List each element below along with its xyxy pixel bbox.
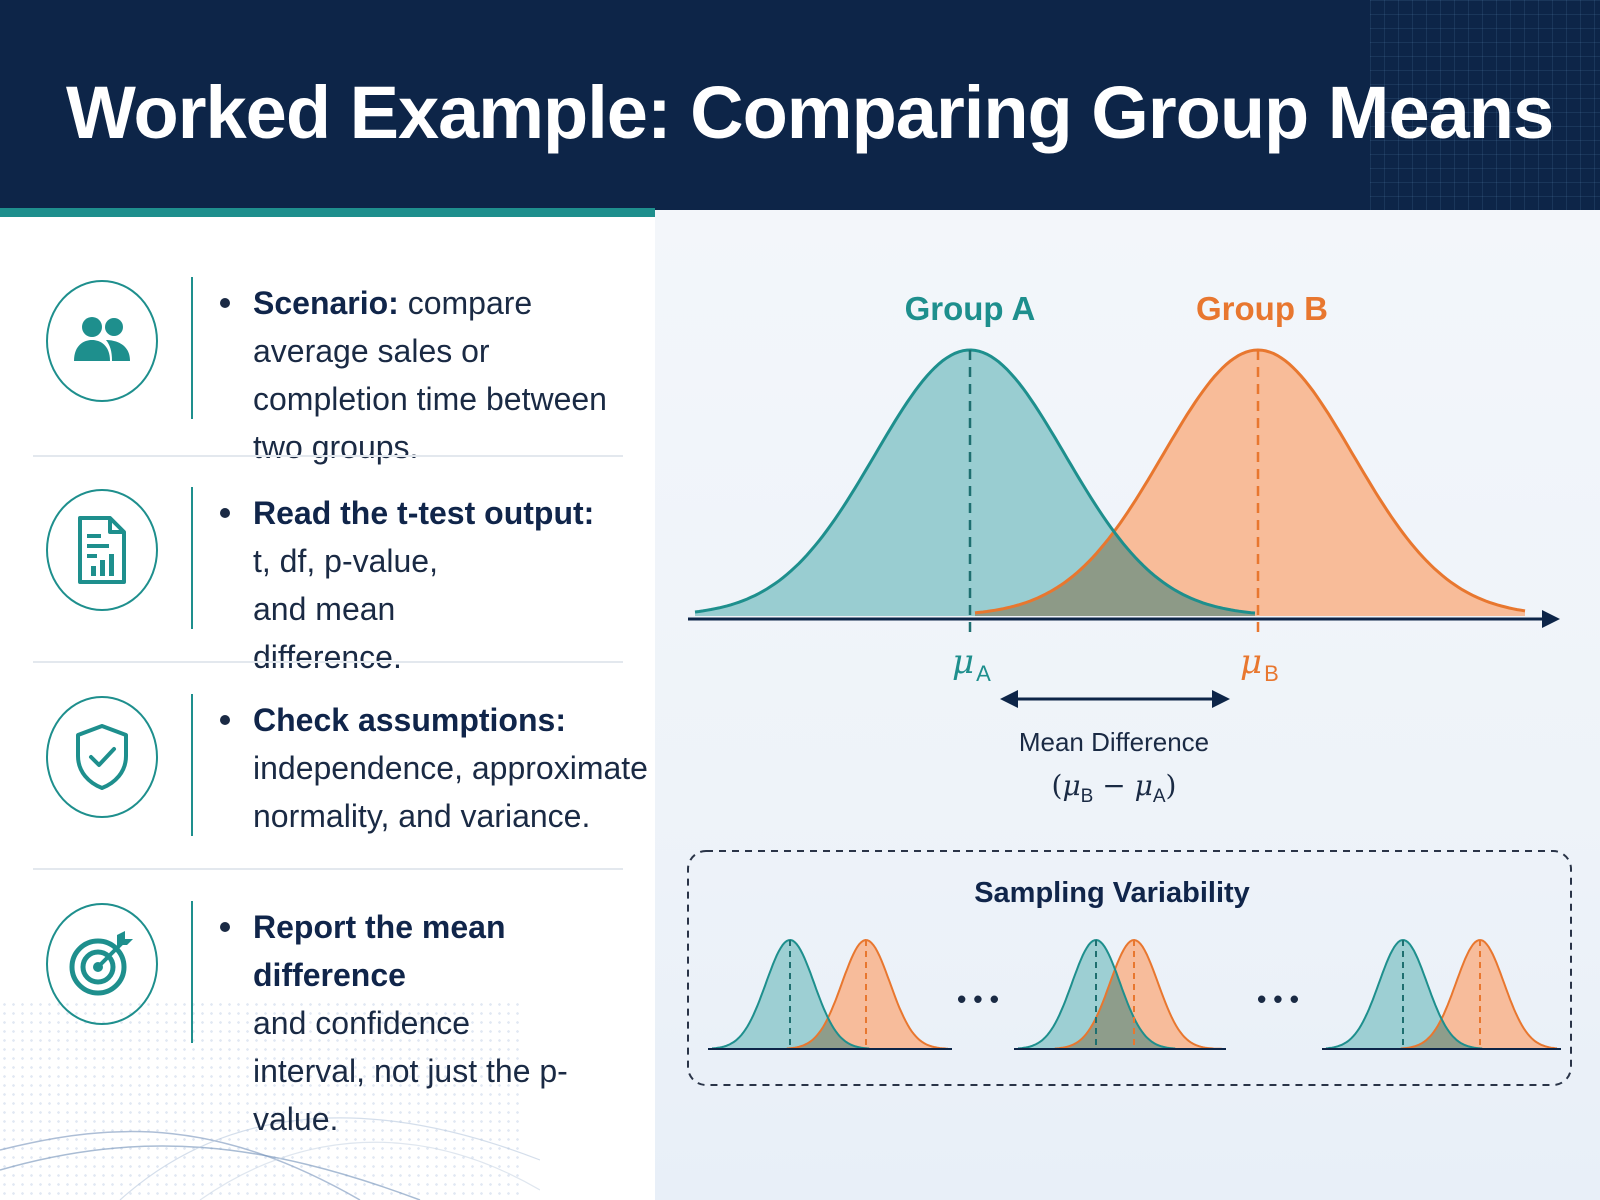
- step-body: compare average sales or completion time…: [253, 285, 607, 465]
- divider: [33, 868, 623, 870]
- sample-b-curve-line: [1400, 939, 1558, 1050]
- sample-a-distribution: [1326, 940, 1483, 1049]
- step-text: Scenario: compare average sales or compl…: [253, 279, 648, 471]
- sample-b-curve-line: [1054, 938, 1223, 1050]
- group-b-label: Group B: [1196, 290, 1328, 327]
- group-a-label: Group A: [905, 290, 1036, 327]
- step-lead: Scenario:: [253, 285, 399, 321]
- mu-a-label: μA: [952, 642, 991, 686]
- step-text: Read the t-test output: t, df, p-value, …: [253, 489, 648, 681]
- step-report: Report the mean difference and confidenc…: [0, 901, 655, 1137]
- mean-difference-label: Mean Difference: [1019, 727, 1209, 757]
- divider: [33, 661, 623, 663]
- step-lead: Read the t-test output:: [253, 495, 595, 531]
- step-body: and confidence interval, not just the p-…: [253, 1005, 568, 1137]
- group-b-curve-line: [974, 348, 1526, 615]
- step-body: t, df, p-value, and mean difference.: [253, 543, 438, 675]
- sampling-variability-box: [687, 850, 1572, 1086]
- divider-bar: [191, 277, 193, 419]
- divider-bar: [191, 694, 193, 836]
- wave-decoration: [0, 1117, 540, 1200]
- header-banner: Worked Example: Comparing Group Means: [0, 0, 1600, 210]
- shield-check-icon: [46, 696, 158, 818]
- target-icon: [46, 903, 158, 1025]
- mu-b-label: μB: [1240, 642, 1279, 686]
- step-lead: Check assumptions:: [253, 702, 566, 738]
- axis-arrow-icon: [1542, 610, 1560, 628]
- divider-bar: [191, 487, 193, 629]
- bullet: [220, 298, 230, 308]
- bullet: [220, 508, 230, 518]
- divider-bar: [191, 901, 193, 1043]
- step-text: Check assumptions: independence, approxi…: [253, 696, 648, 840]
- steps-panel: Scenario: compare average sales or compl…: [0, 217, 655, 1200]
- sample-b-curve-line: [786, 938, 949, 1050]
- ellipsis: • • •: [957, 984, 999, 1014]
- ellipsis: • • •: [1257, 984, 1299, 1014]
- step-check-assumptions: Check assumptions: independence, approxi…: [0, 694, 655, 899]
- mean-difference-formula: (μB − μA): [1052, 769, 1177, 807]
- header-grid-pattern: [1370, 0, 1600, 210]
- group-a-curve-line: [694, 348, 1256, 615]
- bullet: [220, 922, 230, 932]
- step-body: independence, approximate normality, and…: [253, 750, 648, 834]
- arrow-left-icon: [1000, 690, 1018, 708]
- sample-distributions: [708, 938, 1561, 1050]
- header-accent-bar: [0, 208, 655, 217]
- sample-a-curve-line: [1325, 939, 1483, 1050]
- page-title: Worked Example: Comparing Group Means: [66, 71, 1554, 154]
- step-text: Report the mean difference and confidenc…: [253, 903, 648, 1143]
- step-read-output: Read the t-test output: t, df, p-value, …: [0, 487, 655, 692]
- users-icon: [46, 280, 158, 402]
- sample-b-distribution: [1400, 940, 1557, 1049]
- step-lead: Report the mean difference: [253, 909, 506, 993]
- report-icon: [46, 489, 158, 611]
- step-scenario: Scenario: compare average sales or compl…: [0, 277, 655, 482]
- divider: [33, 455, 623, 457]
- arrow-right-icon: [1212, 690, 1230, 708]
- bullet: [220, 715, 230, 725]
- sampling-variability-title: Sampling Variability: [974, 877, 1250, 909]
